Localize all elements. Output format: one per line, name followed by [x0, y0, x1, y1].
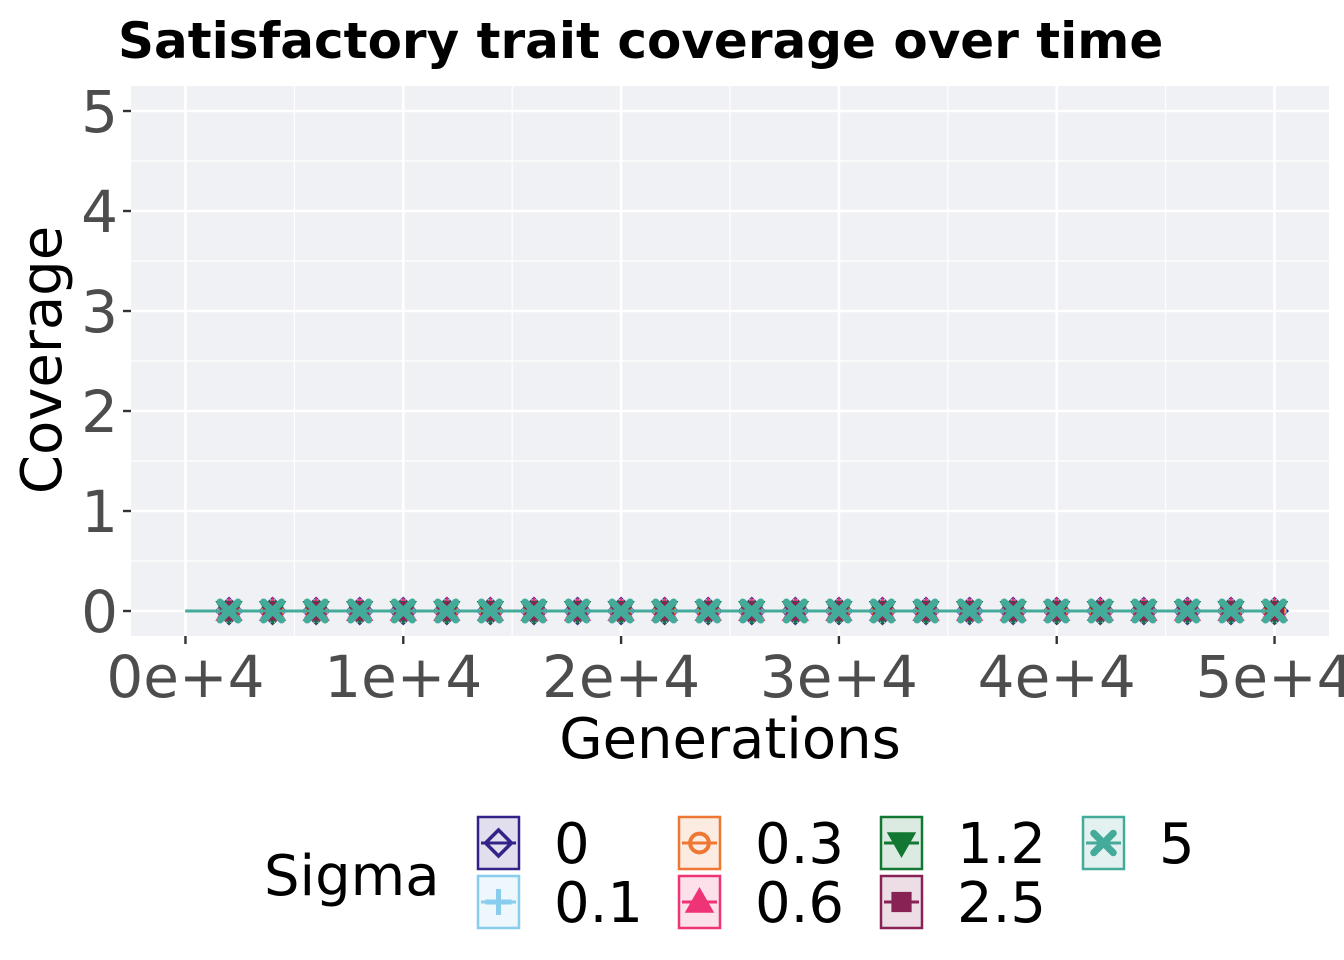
grid [131, 86, 1329, 636]
x-stroke-b [1218, 598, 1244, 624]
x-stroke-b [957, 598, 983, 624]
y-axis-label: Coverage [10, 226, 75, 494]
data-point [957, 598, 983, 624]
data-point [1218, 598, 1244, 624]
data-point [652, 598, 678, 624]
x-stroke-b [303, 598, 329, 624]
x-stroke-b [695, 598, 721, 624]
data-point [1000, 598, 1026, 624]
legend-key-marker [483, 827, 514, 859]
y-tick-label: 0 [81, 578, 118, 646]
data-point [390, 598, 416, 624]
legend-title: Sigma [264, 844, 440, 909]
data-point [1174, 598, 1200, 624]
data-point [1087, 598, 1113, 624]
x-stroke-b [1044, 598, 1070, 624]
data-point [434, 598, 460, 624]
triangle-down-shape [886, 832, 917, 859]
legend-label: 0.1 [554, 871, 643, 936]
legend-label: 0.6 [755, 871, 844, 936]
x-stroke-b [390, 598, 416, 624]
data-point [695, 598, 721, 624]
x-tick-label: 5e+4 [1195, 643, 1344, 711]
x-tick-label: 3e+4 [760, 643, 918, 711]
x-stroke-b [1000, 598, 1026, 624]
data-point [739, 598, 765, 624]
legend-label: 2.5 [957, 871, 1046, 936]
legend-key-2.5 [879, 874, 924, 930]
x-stroke-b [1131, 598, 1157, 624]
axes: 0e+4 1e+4 2e+4 3e+4 4e+4 5e+4 0 1 2 3 4 5 [81, 78, 1344, 711]
legend: Sigma 00.1 0.30.6 1.22.5 5 [264, 812, 1195, 936]
x-stroke-b [565, 598, 591, 624]
x-stroke-b [913, 598, 939, 624]
legend-key-0.1 [476, 874, 521, 930]
legend-key-0 [476, 815, 521, 871]
x-tick-label: 1e+4 [324, 643, 482, 711]
x-tick-label: 2e+4 [542, 643, 700, 711]
y-tick-label: 4 [81, 178, 118, 246]
y-tick-label: 1 [81, 478, 118, 546]
data-point [608, 598, 634, 624]
legend-label: 0 [554, 812, 590, 877]
x-stroke-b [260, 598, 286, 624]
x-tick-label: 0e+4 [106, 643, 264, 711]
data-point [303, 598, 329, 624]
legend-key-1.2 [879, 815, 924, 871]
x-stroke-b [1174, 598, 1200, 624]
series-5 [185, 598, 1288, 624]
legend-key-5 [1081, 815, 1126, 871]
data-point [826, 598, 852, 624]
x-stroke-b [782, 598, 808, 624]
legend-label: 0.3 [755, 812, 844, 877]
data-point [216, 598, 242, 624]
x-stroke-b [216, 598, 242, 624]
circle-shape [688, 831, 711, 855]
legend-key-marker [1090, 829, 1117, 857]
x-stroke-b [1090, 829, 1117, 857]
diamond-shape [483, 827, 514, 859]
x-stroke-b [1087, 598, 1113, 624]
data-point [913, 598, 939, 624]
legend-key-marker [891, 891, 912, 913]
triangle-shape [684, 886, 715, 913]
y-tick-label: 2 [81, 378, 118, 446]
legend-key-marker [485, 889, 512, 915]
x-stroke-b [826, 598, 852, 624]
legend-key-0.6 [677, 874, 722, 930]
x-stroke-b [739, 598, 765, 624]
x-stroke-b [477, 598, 503, 624]
data-point [260, 598, 286, 624]
series-layer [185, 596, 1290, 626]
legend-label: 5 [1159, 812, 1195, 877]
data-point [521, 598, 547, 624]
x-stroke-b [652, 598, 678, 624]
legend-key-0.3 [677, 815, 722, 871]
chart-title: Satisfactory trait coverage over time [118, 12, 1163, 70]
x-stroke-b [434, 598, 460, 624]
x-tick-label: 4e+4 [978, 643, 1136, 711]
square-shape [891, 891, 912, 913]
legend-key-marker [684, 886, 715, 913]
data-point [347, 598, 373, 624]
x-stroke-b [347, 598, 373, 624]
x-stroke-b [521, 598, 547, 624]
legend-key-marker [886, 832, 917, 859]
data-point [1262, 598, 1288, 624]
x-axis-label: Generations [559, 707, 901, 772]
data-point [869, 598, 895, 624]
x-stroke-b [1262, 598, 1288, 624]
y-tick-label: 3 [81, 278, 118, 346]
y-tick-label: 5 [81, 78, 118, 146]
legend-key-marker [688, 831, 711, 855]
data-point [782, 598, 808, 624]
x-stroke-b [608, 598, 634, 624]
x-stroke-b [869, 598, 895, 624]
data-point [1044, 598, 1070, 624]
data-point [565, 598, 591, 624]
data-point [1131, 598, 1157, 624]
data-point [477, 598, 503, 624]
legend-label: 1.2 [957, 812, 1046, 877]
